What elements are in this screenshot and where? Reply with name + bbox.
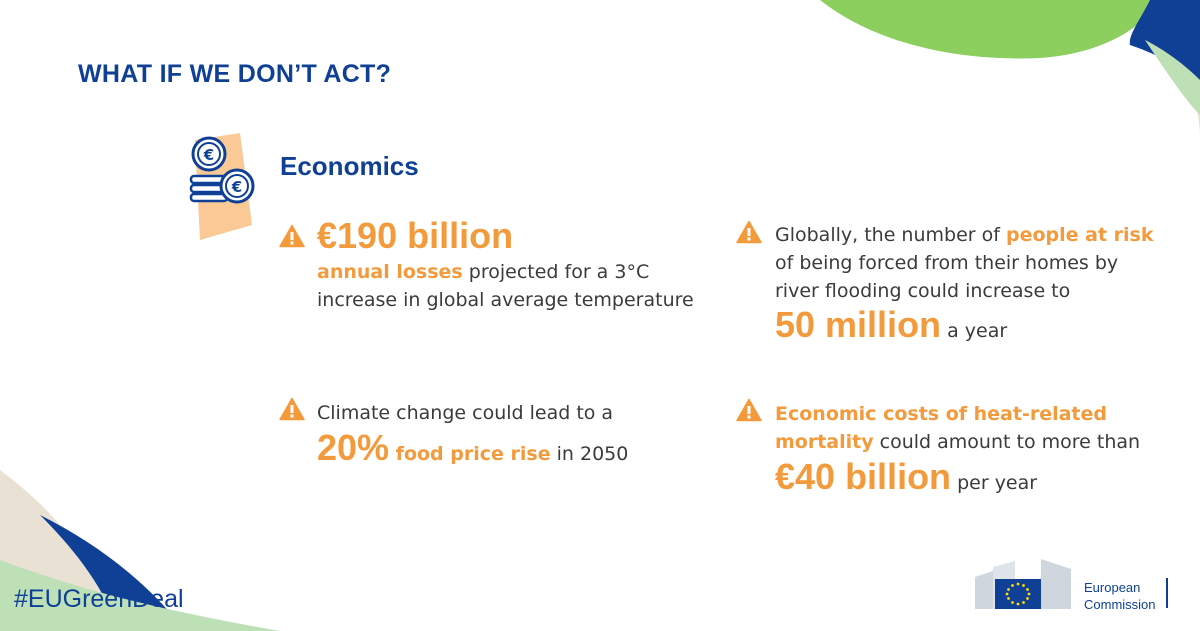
hashtag: #EUGreenDeal: [14, 585, 184, 613]
warning-icon: [736, 220, 762, 244]
fact-suffix: per year: [951, 472, 1038, 494]
fact-highlight: people at risk: [1005, 224, 1154, 246]
ec-logo-line2: Commission: [1084, 597, 1156, 612]
fact-text: projected for a 3°C: [462, 261, 650, 283]
fact-text: could amount to more than: [873, 431, 1141, 453]
ec-logo-line1: European: [1084, 580, 1141, 595]
fact-highlight: Economic costs of heat-related: [775, 403, 1107, 425]
page-title: WHAT IF WE DON’T ACT?: [78, 60, 392, 88]
fact-value: 20%: [317, 427, 390, 468]
fact-highlight: food price rise: [389, 443, 551, 465]
section-title: Economics: [280, 151, 419, 181]
ec-logo-text: European Commission: [1084, 579, 1156, 613]
fact-annual-losses: €190 billion annual losses projected for…: [317, 214, 694, 314]
warning-icon: [736, 398, 762, 422]
fact-text: Climate change could lead to a: [317, 402, 614, 424]
fact-heat-mortality: Economic costs of heat-related mortality…: [775, 400, 1140, 504]
ec-logo-divider: [1166, 578, 1168, 608]
fact-value: €190 billion: [317, 215, 514, 256]
fact-suffix: in 2050: [550, 443, 629, 465]
fact-highlight: annual losses: [317, 261, 463, 283]
fact-text: Globally, the number of: [775, 224, 1006, 246]
fact-text: river flooding could increase to: [775, 280, 1071, 302]
svg-text:€: €: [231, 178, 242, 196]
fact-text: increase in global average temperature: [317, 289, 694, 311]
fact-food-price: Climate change could lead to a 20% food …: [317, 399, 628, 475]
fact-value: €40 billion: [775, 456, 952, 497]
fact-value: 50 million: [775, 304, 942, 345]
fact-highlight: mortality: [775, 431, 874, 453]
fact-text: of being forced from their homes by: [775, 252, 1119, 274]
warning-icon: [279, 224, 305, 248]
svg-text:€: €: [203, 146, 214, 164]
fact-people-at-risk: Globally, the number of people at risk o…: [775, 221, 1154, 351]
european-commission-logo: [975, 559, 1071, 609]
euro-coins-icon: € €: [189, 133, 255, 240]
warning-icon: [279, 397, 305, 421]
fact-suffix: a year: [941, 320, 1008, 342]
